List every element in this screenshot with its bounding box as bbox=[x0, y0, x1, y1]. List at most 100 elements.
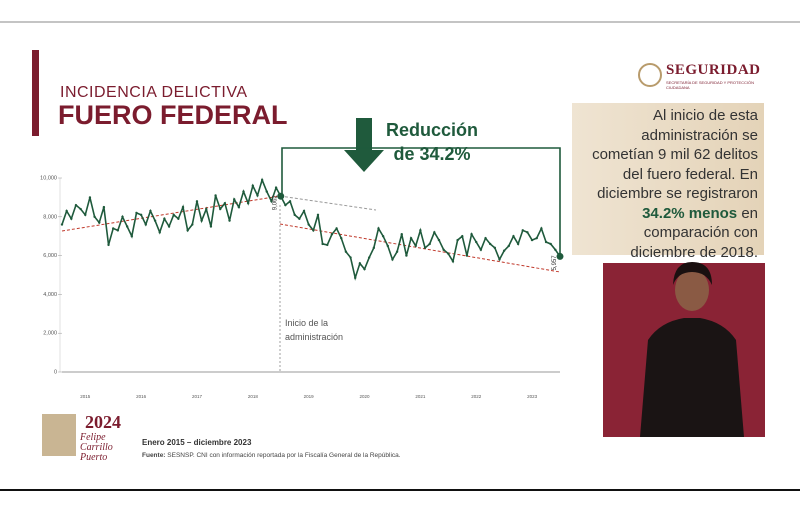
point bbox=[246, 202, 250, 205]
point bbox=[437, 238, 441, 242]
point bbox=[163, 217, 166, 220]
point bbox=[447, 252, 450, 255]
value-label: 5,957 bbox=[552, 255, 558, 271]
point bbox=[144, 223, 147, 226]
point bbox=[451, 260, 455, 263]
y-tick-label: 4,000 bbox=[43, 292, 57, 298]
point bbox=[395, 250, 399, 253]
key-point bbox=[556, 252, 564, 260]
point bbox=[172, 213, 175, 217]
source: Fuente: SESNSP. CNI con información repo… bbox=[142, 452, 401, 459]
logo-seal bbox=[638, 63, 662, 87]
point bbox=[372, 246, 376, 250]
x-tick-label: 2023 bbox=[527, 394, 538, 399]
text-box: Al inicio de esta administración se come… bbox=[572, 103, 764, 261]
text: en comparación con diciembre de 2018. bbox=[630, 204, 758, 261]
point bbox=[242, 190, 245, 193]
point bbox=[428, 242, 431, 246]
title: FUERO FEDERAL bbox=[58, 100, 288, 130]
text: Al inicio de esta administración se come… bbox=[592, 107, 758, 202]
point bbox=[330, 233, 334, 236]
trend-extension bbox=[279, 195, 377, 211]
point bbox=[186, 229, 189, 232]
point bbox=[88, 196, 92, 199]
point bbox=[433, 231, 436, 234]
point bbox=[400, 233, 403, 236]
point bbox=[298, 217, 301, 220]
emblem-year: 2024 bbox=[85, 412, 121, 432]
annotation: Reducción bbox=[386, 120, 478, 140]
point bbox=[354, 276, 357, 280]
y-tick-label: 8,000 bbox=[43, 214, 57, 220]
point bbox=[358, 262, 362, 265]
point bbox=[195, 200, 199, 203]
point bbox=[521, 229, 524, 232]
point bbox=[479, 248, 483, 251]
point bbox=[98, 221, 101, 224]
x-tick-label: 2016 bbox=[136, 394, 147, 399]
point bbox=[465, 254, 469, 257]
annotation: de 34.2% bbox=[393, 144, 470, 164]
point bbox=[302, 209, 306, 213]
point bbox=[135, 211, 138, 215]
point bbox=[340, 236, 343, 240]
y-tick-label: 0 bbox=[54, 369, 57, 375]
point bbox=[442, 248, 445, 251]
point bbox=[70, 217, 73, 220]
point bbox=[237, 205, 241, 209]
point bbox=[414, 244, 417, 248]
point bbox=[209, 225, 213, 228]
point bbox=[79, 207, 82, 211]
point bbox=[233, 198, 236, 201]
x-tick-label: 2018 bbox=[248, 394, 259, 399]
x-tick-label: 2020 bbox=[360, 394, 371, 399]
point bbox=[493, 246, 497, 250]
data-line bbox=[61, 177, 561, 281]
key-point bbox=[277, 192, 285, 200]
point bbox=[456, 238, 459, 242]
point bbox=[507, 244, 511, 248]
point bbox=[363, 267, 366, 271]
point bbox=[181, 205, 185, 209]
highlight: 34.2% menos bbox=[642, 204, 738, 222]
x-tick-label: 2015 bbox=[80, 394, 91, 399]
point bbox=[349, 256, 352, 259]
interpreter-head bbox=[675, 269, 709, 311]
point bbox=[391, 258, 394, 261]
logo-name: SEGURIDAD bbox=[666, 62, 761, 78]
point bbox=[265, 190, 268, 193]
point bbox=[158, 231, 161, 234]
point bbox=[335, 227, 338, 230]
point bbox=[284, 203, 287, 207]
point bbox=[65, 209, 68, 213]
point bbox=[502, 249, 506, 252]
point bbox=[191, 223, 194, 226]
point bbox=[512, 235, 515, 238]
point bbox=[200, 219, 203, 222]
point bbox=[377, 227, 380, 230]
point bbox=[228, 219, 231, 222]
x-tick-label: 2021 bbox=[415, 394, 426, 399]
point bbox=[386, 244, 389, 248]
reduction-arrow bbox=[344, 118, 384, 172]
point bbox=[125, 225, 129, 228]
point bbox=[423, 246, 427, 250]
annotation: administración bbox=[285, 332, 343, 342]
point bbox=[60, 223, 64, 226]
point bbox=[293, 213, 296, 217]
point bbox=[223, 202, 227, 205]
annotation: Inicio de la bbox=[285, 318, 328, 328]
period: Enero 2015 – diciembre 2023 bbox=[142, 438, 252, 447]
interpreter-body bbox=[640, 318, 744, 437]
x-tick-label: 2017 bbox=[192, 394, 203, 399]
point bbox=[205, 207, 208, 211]
y-tick-label: 10,000 bbox=[40, 175, 57, 181]
point bbox=[74, 203, 78, 207]
point bbox=[381, 235, 385, 238]
point bbox=[130, 235, 134, 238]
point bbox=[307, 223, 310, 226]
point bbox=[484, 236, 487, 240]
point bbox=[344, 250, 348, 253]
point bbox=[167, 225, 171, 228]
